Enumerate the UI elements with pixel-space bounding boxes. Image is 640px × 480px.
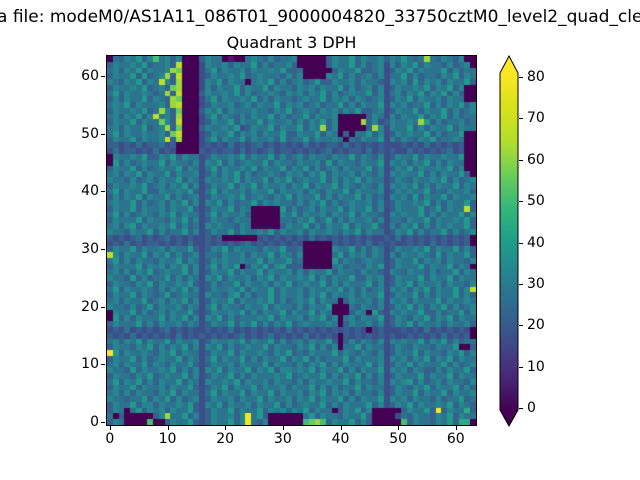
y-tick-mark [101, 191, 105, 193]
y-tick-mark [101, 133, 105, 135]
y-tick-mark [101, 306, 105, 308]
suptitle-filename-text: a file: modeM0/AS1A11_086T01_9000004820_… [0, 7, 640, 27]
x-tick-label: 30 [273, 431, 292, 447]
colorbar-tick-label: 40 [527, 234, 545, 251]
colorbar-tick-label: 60 [527, 151, 545, 168]
x-tick-label: 20 [216, 431, 235, 447]
x-tick-mark [109, 426, 111, 430]
colorbar-tick-label: 80 [527, 69, 545, 85]
x-tick-mark [398, 426, 400, 430]
heatmap-axes [106, 55, 477, 426]
y-tick-label: 20 [81, 298, 99, 315]
colorbar-tick-label: 20 [527, 317, 545, 334]
y-tick-mark [101, 364, 105, 366]
colorbar-tick-mark [519, 159, 523, 161]
x-tick-mark [225, 426, 227, 430]
colorbar [499, 55, 519, 427]
x-tick-mark [340, 426, 342, 430]
colorbar-tick-mark [519, 242, 523, 244]
y-tick-label: 0 [90, 414, 99, 431]
heatmap-image [107, 56, 476, 425]
x-tick-label: 0 [105, 431, 115, 447]
y-tick-mark [101, 249, 105, 251]
colorbar-tick-label: 70 [527, 110, 545, 127]
colorbar-tick-mark [519, 77, 523, 78]
y-tick-label: 30 [81, 241, 99, 258]
y-tick-label: 50 [81, 125, 99, 142]
x-tick-mark [167, 426, 169, 430]
y-tick-label: 40 [81, 183, 99, 200]
x-tick-label: 10 [158, 431, 177, 447]
y-tick-label: 60 [81, 68, 99, 85]
colorbar-tick-label: 50 [527, 193, 545, 210]
colorbar-tick-mark [519, 366, 523, 368]
colorbar-tick-mark [519, 325, 523, 327]
x-tick-label: 60 [446, 431, 465, 447]
x-tick-label: 40 [331, 431, 350, 447]
colorbar-tick-label: 30 [527, 275, 545, 292]
colorbar-tick-mark [519, 283, 523, 285]
x-tick-label: 50 [389, 431, 408, 447]
colorbar-tick-label: 0 [527, 400, 536, 416]
x-tick-mark [282, 426, 284, 430]
colorbar-gradient-arrow [499, 55, 519, 427]
colorbar-tick-mark [519, 201, 523, 203]
x-tick-mark [455, 426, 457, 430]
y-tick-mark [101, 422, 105, 424]
y-tick-mark [101, 76, 105, 78]
colorbar-tick-mark [519, 408, 523, 409]
colorbar-tick-mark [519, 118, 523, 120]
plot-title: Quadrant 3 DPH [226, 33, 357, 52]
colorbar-tick-label: 10 [527, 358, 545, 375]
y-tick-label: 10 [81, 356, 99, 373]
